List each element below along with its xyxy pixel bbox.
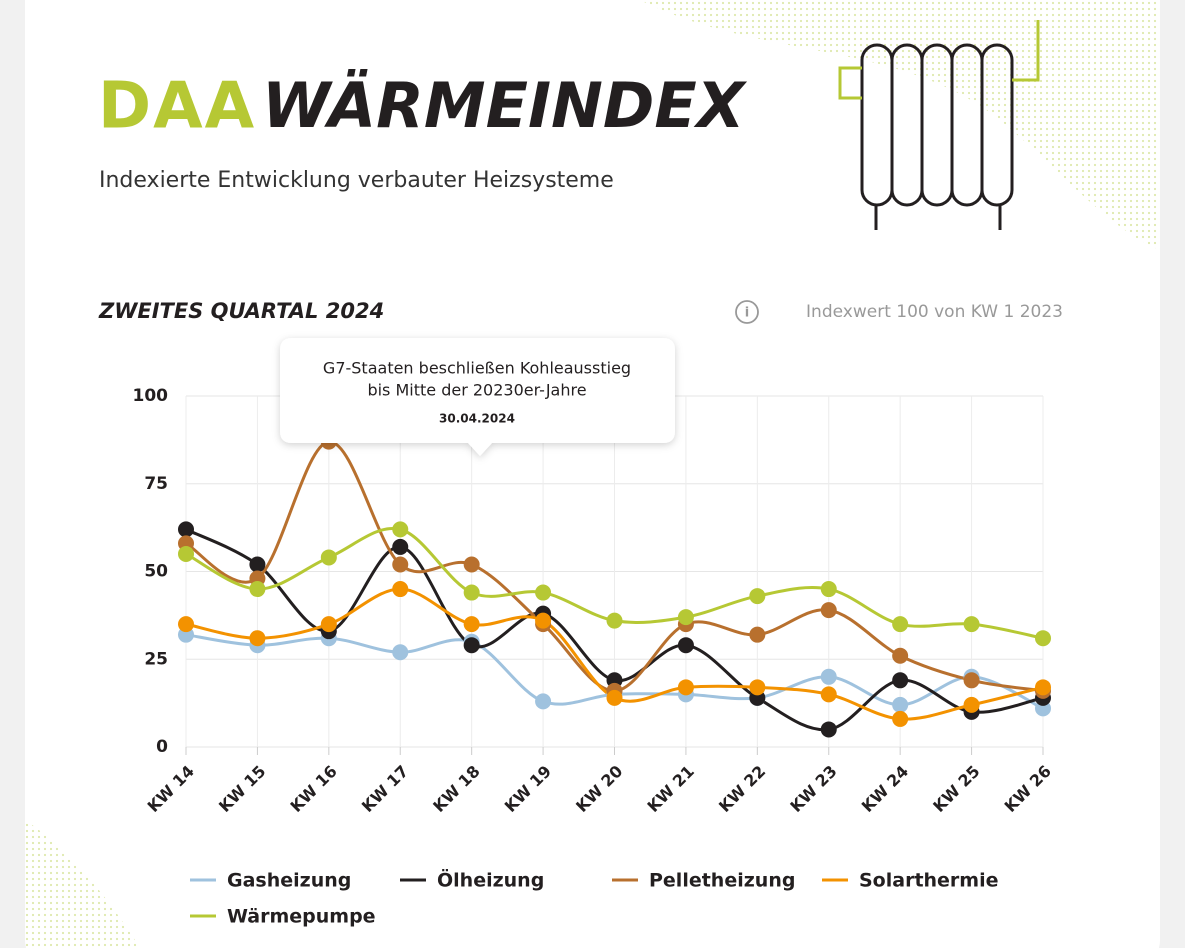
data-point (820, 686, 837, 703)
data-point (463, 584, 480, 601)
annotation-box (280, 338, 675, 456)
data-point (606, 612, 623, 629)
y-tick-label: 25 (144, 649, 168, 669)
annotation: G7-Staaten beschließen Kohleausstieg bis … (280, 338, 675, 456)
data-point (892, 710, 909, 727)
y-tick-label: 50 (144, 562, 168, 582)
data-point (249, 630, 266, 647)
data-point (249, 581, 266, 598)
data-point (320, 616, 337, 633)
data-point (892, 647, 909, 664)
data-point (820, 602, 837, 619)
data-point (392, 521, 409, 538)
data-point (749, 588, 766, 605)
y-tick-label: 0 (156, 737, 168, 757)
data-point (535, 693, 552, 710)
data-point (392, 644, 409, 661)
data-point (392, 538, 409, 555)
data-point (892, 672, 909, 689)
annotation-text: G7-Staaten beschließen Kohleausstieg (323, 359, 631, 378)
legend-label: Pelletheizung (649, 870, 795, 892)
data-point (749, 626, 766, 643)
data-point (820, 581, 837, 598)
data-point (392, 556, 409, 573)
data-point (1035, 630, 1051, 647)
annotation-date: 30.04.2024 (439, 412, 515, 426)
data-point (535, 612, 552, 629)
data-point (892, 616, 909, 633)
title: WÄRMEINDEX (262, 69, 748, 142)
decor-dots (25, 820, 140, 948)
data-point (892, 696, 909, 713)
radiator-icon (860, 43, 1014, 230)
legend-label: Ölheizung (437, 868, 544, 892)
data-point (677, 679, 694, 696)
legend-label: Gasheizung (227, 870, 351, 892)
data-point (178, 521, 194, 538)
data-point (677, 609, 694, 626)
data-point (463, 616, 480, 633)
chart-title: ZWEITES QUARTAL 2024 (98, 299, 384, 323)
data-point (963, 616, 980, 633)
data-point (963, 696, 980, 713)
info-icon (735, 300, 759, 324)
data-point (677, 637, 694, 654)
series-line (185, 440, 1044, 693)
data-point (963, 672, 980, 689)
info-icon-glyph: i (745, 306, 749, 321)
legend-label: Wärmepumpe (227, 906, 376, 928)
data-point (178, 616, 194, 633)
annotation-text: bis Mitte der 20230er-Jahre (367, 381, 586, 400)
data-point (749, 679, 766, 696)
data-point (392, 581, 409, 598)
data-point (1035, 679, 1051, 696)
chart-note: Indexwert 100 von KW 1 2023 (806, 302, 1063, 322)
data-point (320, 549, 337, 566)
data-point (535, 584, 552, 601)
logo: DAA (98, 70, 256, 144)
data-point (820, 721, 837, 738)
data-point (606, 689, 623, 706)
card-bg (25, 0, 1160, 948)
decor-dots (640, 0, 1160, 250)
radiator-pipes (838, 20, 1040, 100)
subtitle: Indexierte Entwicklung verbauter Heizsys… (99, 168, 614, 193)
data-point (463, 556, 480, 573)
y-tick-label: 100 (133, 386, 169, 406)
y-tick-label: 75 (144, 474, 168, 494)
data-point (249, 556, 266, 573)
data-point (178, 545, 194, 562)
data-point (820, 668, 837, 685)
legend-label: Solarthermie (859, 870, 999, 892)
data-point (463, 637, 480, 654)
